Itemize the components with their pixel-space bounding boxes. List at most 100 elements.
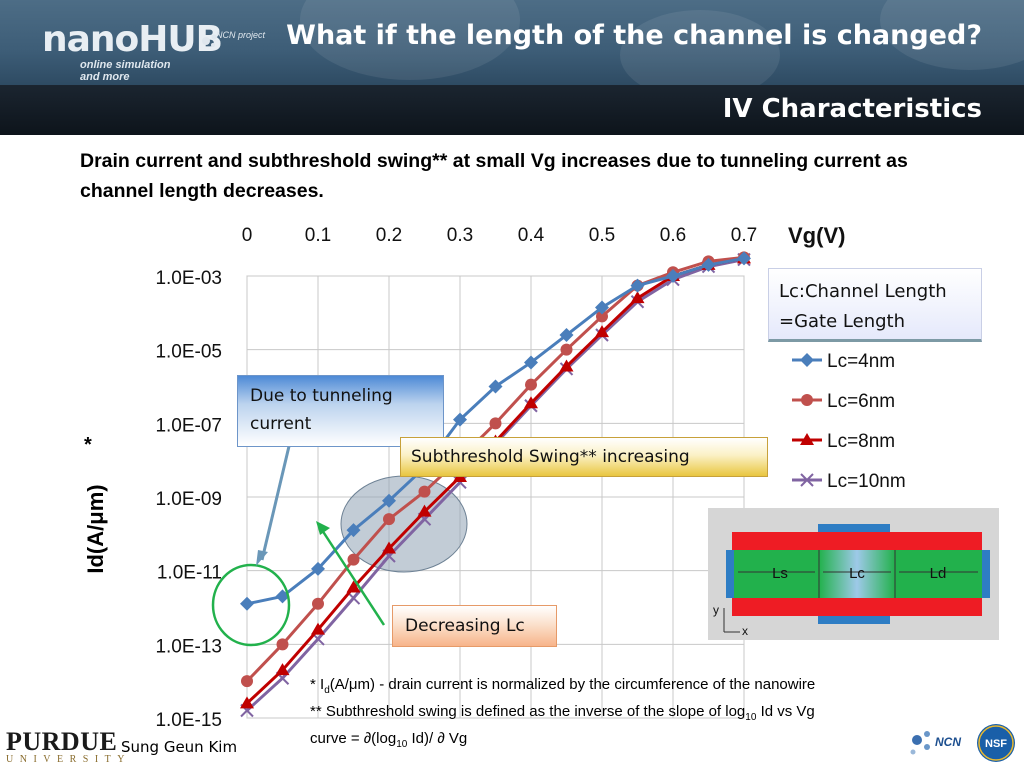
x-tick-label: 0.3 — [447, 225, 473, 246]
data-point — [275, 589, 290, 604]
footnote-3: curve = ∂(log10 Id)/ ∂ Vg — [310, 728, 815, 755]
ncn-logo-text: NCN — [935, 735, 961, 749]
legend-label: Lc=4nm — [827, 351, 895, 372]
legend-label: Lc=6nm — [827, 391, 895, 412]
header-banner — [0, 0, 1024, 85]
tunneling-highlight-circle — [211, 563, 291, 647]
x-tick-label: 0.5 — [589, 225, 615, 246]
data-point-stroke — [311, 632, 325, 646]
device-diagram: Ls Lc Ld y x — [713, 524, 990, 638]
data-point — [560, 343, 573, 356]
x-tick-label: 0.7 — [731, 225, 757, 246]
data-point — [595, 300, 609, 315]
data-point — [311, 561, 325, 576]
channel-region — [819, 550, 895, 598]
data-point — [453, 412, 467, 427]
data-point — [382, 493, 396, 508]
footnotes: * Id(A/μm) - drain current is normalized… — [310, 674, 815, 755]
footnote-3-text-a: curve = ∂(log — [310, 730, 397, 747]
footnote-2-text-a: ** Subthreshold swing is defined as the … — [310, 703, 746, 720]
data-point — [524, 355, 538, 370]
footnote-2: ** Subthreshold swing is defined as the … — [310, 701, 815, 728]
footnote-2-sub: 10 — [745, 712, 757, 723]
y-tick-label: 1.0E-05 — [155, 342, 222, 363]
ld-label: Ld — [930, 565, 947, 582]
data-point — [800, 473, 814, 487]
x-tick-label: 0 — [242, 225, 253, 246]
legend-title-box: Lc:Channel Length =Gate Length — [768, 268, 982, 342]
data-point — [347, 553, 360, 566]
data-point — [666, 269, 680, 283]
data-point — [240, 696, 254, 709]
data-point — [241, 675, 253, 688]
data-point — [312, 597, 324, 610]
data-point — [525, 378, 537, 391]
data-point — [801, 394, 813, 406]
axis-y-label: y — [713, 603, 719, 617]
data-point — [524, 396, 538, 409]
purdue-logo-small: UNIVERSITY — [6, 754, 131, 765]
lc-label: Lc — [849, 565, 865, 582]
data-point — [630, 278, 645, 293]
x-axis-label: Vg(V) — [788, 223, 845, 248]
y-tick-label: 1.0E-07 — [155, 415, 222, 436]
footnote-3-sub: 10 — [396, 739, 408, 750]
data-point — [382, 541, 396, 554]
data-point — [701, 257, 716, 272]
data-point — [488, 379, 503, 394]
swing-callout: Subthreshold Swing** increasing — [400, 437, 768, 477]
page-subtitle: IV Characteristics — [722, 94, 982, 124]
legend-item: Lc=4nm — [792, 351, 895, 372]
x-tick-label: 0.2 — [376, 225, 402, 246]
data-point — [417, 504, 432, 517]
source-contact — [726, 550, 734, 598]
legend-item: Lc=10nm — [792, 471, 906, 492]
data-point — [346, 580, 361, 593]
x-tick-label: 0.1 — [305, 225, 331, 246]
data-point — [800, 353, 814, 367]
decreasing-lc-callout: Decreasing Lc — [392, 605, 557, 647]
legend-item: Lc=6nm — [792, 391, 895, 412]
data-point — [595, 325, 609, 338]
data-point — [800, 433, 814, 445]
logo-tagline: online simulation and more — [80, 59, 171, 83]
data-point — [559, 328, 574, 343]
purdue-logo: PURDUE UNIVERSITY — [6, 729, 131, 766]
data-point — [418, 485, 431, 498]
legend-label: Lc=10nm — [827, 471, 906, 492]
chart-ticks: 1.0E-15 1.0E-13 1.0E-11 1.0E-09 1.0E-07 1.0E-… — [155, 223, 845, 731]
axis-x-label: x — [742, 624, 748, 638]
legend-item: Lc=8nm — [792, 431, 895, 452]
series-lc-10nm — [240, 252, 751, 718]
footnote-1-text: (A/μm) - drain current is normalized by … — [329, 676, 816, 693]
author-name: Sung Geun Kim — [121, 738, 238, 756]
drain-contact — [982, 550, 990, 598]
decreasing-lc-arrow — [320, 529, 386, 626]
data-point — [275, 663, 290, 676]
tunnel-arrow — [260, 441, 292, 561]
x-tick-label: 0.4 — [518, 225, 545, 246]
banner-decoration — [620, 10, 780, 85]
data-point-stroke — [346, 591, 361, 605]
y-tick-label: 1.0E-03 — [155, 268, 222, 289]
data-point-stroke — [800, 473, 814, 487]
tunneling-callout: Due to tunneling current — [237, 375, 444, 447]
data-point — [630, 291, 645, 304]
footnote-1-symbol: I — [320, 676, 325, 693]
data-point — [559, 359, 574, 372]
data-point — [276, 638, 289, 651]
y-tick-label: 1.0E-09 — [155, 489, 222, 510]
decreasing-lc-arrow-head — [316, 521, 330, 535]
device-schematic: Ls Lc Ld y x — [708, 508, 999, 640]
y-axis-label-mark: * — [84, 434, 92, 456]
ncn-mark-icon — [202, 34, 217, 47]
header-subbar — [0, 85, 1024, 135]
chart-grid — [246, 275, 745, 719]
data-point — [346, 523, 361, 538]
page-title: What if the length of the channel is cha… — [286, 20, 982, 51]
y-tick-label: 1.0E-11 — [157, 563, 222, 584]
ncn-logo-icon: NCN — [910, 731, 961, 755]
tunnel-arrow-head — [256, 550, 268, 566]
footnote-2-text-b: Id vs Vg — [756, 703, 815, 720]
